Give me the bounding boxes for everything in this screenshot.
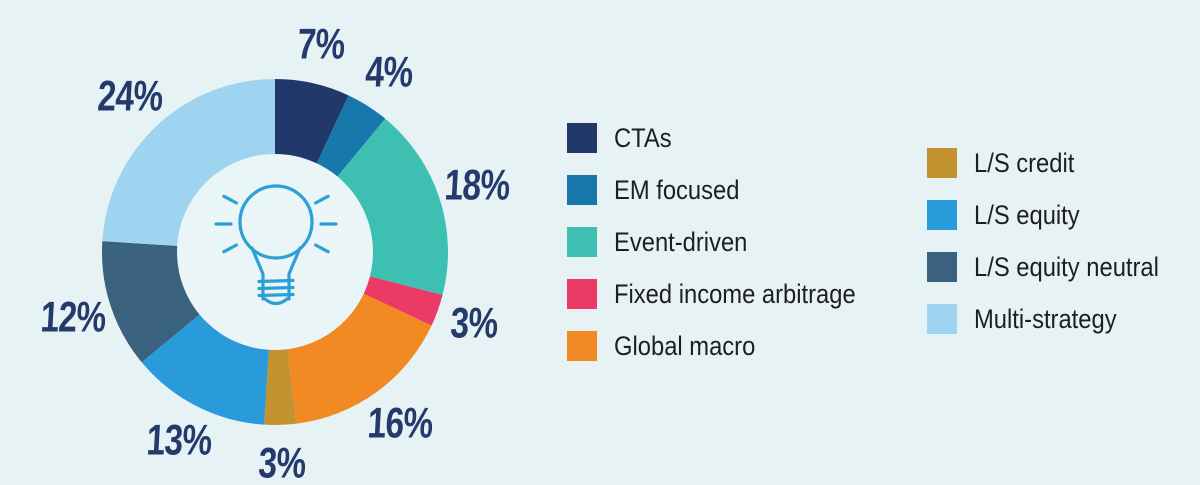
legend-swatch xyxy=(567,331,597,361)
legend-item: CTAs xyxy=(567,123,889,153)
legend-item: L/S equity neutral xyxy=(927,252,1184,282)
legend-label: Event-driven xyxy=(614,226,748,257)
donut-chart: 7% 4% 18% 3% 16% 3% 13% 12% 24% xyxy=(0,0,560,485)
legend-item: Global macro xyxy=(567,331,889,361)
lightbulb-icon xyxy=(214,184,338,306)
legend-swatch xyxy=(567,227,597,257)
legend-swatch xyxy=(927,200,957,230)
legend-item: Event-driven xyxy=(567,227,889,257)
donut-svg xyxy=(101,79,448,426)
legend-item: L/S credit xyxy=(927,148,1184,178)
legend-swatch xyxy=(927,252,957,282)
legend-label: L/S equity xyxy=(974,199,1080,230)
legend-swatch xyxy=(567,123,597,153)
legend-item: Fixed income arbitrage xyxy=(567,279,889,309)
legend-label: Fixed income arbitrage xyxy=(614,278,856,309)
legend-label: L/S credit xyxy=(974,147,1075,178)
legend-swatch xyxy=(567,175,597,205)
legend-item: Multi-strategy xyxy=(927,304,1184,334)
legend-column-2: L/S credit L/S equity L/S equity neutral Mu… xyxy=(927,148,1184,334)
donut-center-circle xyxy=(177,154,373,350)
legend-label: Global macro xyxy=(614,330,756,361)
legend-swatch xyxy=(927,148,957,178)
legend-swatch xyxy=(567,279,597,309)
legend-swatch xyxy=(927,304,957,334)
legend-label: Multi-strategy xyxy=(974,303,1117,334)
legend-item: EM focused xyxy=(567,175,889,205)
legend-label: CTAs xyxy=(614,122,672,153)
legend-column-1: CTAs EM focused Event-driven Fixed income a… xyxy=(567,123,889,361)
legend-item: L/S equity xyxy=(927,200,1184,230)
legend-label: L/S equity neutral xyxy=(974,251,1159,282)
legend-label: EM focused xyxy=(614,174,740,205)
